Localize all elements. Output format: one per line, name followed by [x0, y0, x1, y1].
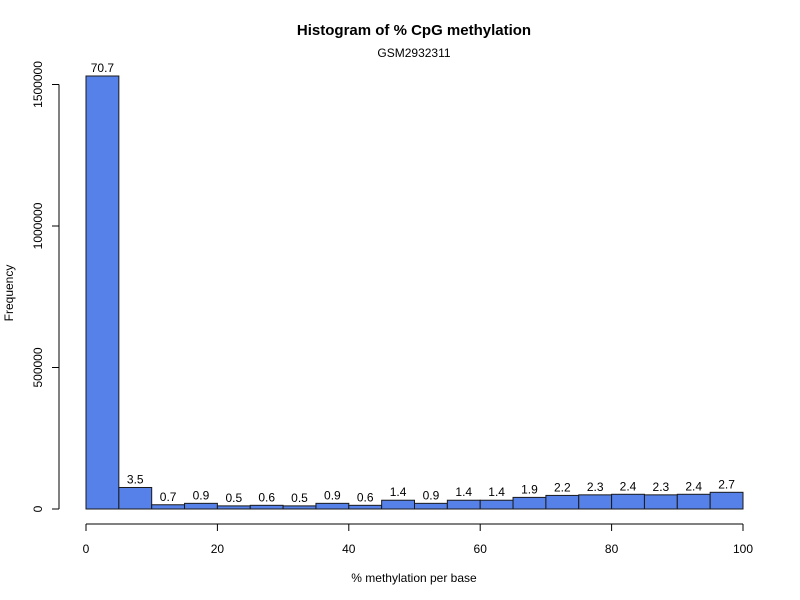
bar-value-label: 2.2: [554, 480, 571, 494]
bar-value-label: 1.4: [390, 485, 407, 499]
chart-title: Histogram of % CpG methylation: [297, 22, 531, 39]
histogram-bar: [709, 491, 744, 510]
x-tick-label: 60: [474, 542, 488, 556]
bars-group: [85, 75, 744, 510]
x-tick-label: 0: [83, 542, 90, 556]
y-tick-label: 0: [31, 505, 45, 512]
bar-value-label: 2.3: [653, 480, 670, 494]
histogram-bar: [512, 496, 547, 510]
histogram-bar: [479, 499, 514, 510]
histogram-bar: [611, 493, 645, 510]
bar-value-label: 0.6: [258, 490, 275, 504]
x-tick-label: 40: [342, 542, 356, 556]
x-tick-label: 80: [605, 542, 619, 556]
x-axis-label: % methylation per base: [351, 571, 477, 585]
bar-value-label: 70.7: [91, 61, 115, 75]
histogram-bar: [315, 502, 350, 510]
histogram-bar: [414, 502, 448, 510]
y-tick-label: 1500000: [31, 61, 45, 108]
bar-value-label: 1.4: [455, 485, 472, 499]
histogram-bar: [381, 499, 415, 510]
x-axis: 0 20 40 60 80 100: [83, 523, 753, 556]
x-tick-label: 100: [733, 542, 753, 556]
x-tick-label: 20: [211, 542, 225, 556]
bar-value-label: 2.3: [587, 480, 604, 494]
bar-value-label: 2.4: [685, 479, 702, 493]
bar-value-label: 0.5: [225, 491, 242, 505]
histogram-bar: [118, 486, 153, 510]
histogram-bar: [578, 494, 613, 510]
histogram-bar: [249, 504, 284, 510]
y-tick-label: 1000000: [31, 202, 45, 249]
bar-value-label: 2.7: [718, 477, 735, 491]
bar-value-label: 0.7: [160, 490, 177, 504]
histogram-bar: [151, 504, 186, 510]
bar-value-label: 0.6: [357, 490, 374, 504]
bar-value-label: 1.9: [521, 482, 538, 496]
y-axis-label: Frequency: [2, 265, 16, 322]
histogram-bar: [348, 504, 383, 510]
bar-value-label: 0.9: [324, 488, 341, 502]
histogram-bar: [643, 494, 678, 510]
bar-value-label: 2.4: [620, 479, 637, 493]
histogram-bar: [676, 493, 711, 510]
histogram-bar: [216, 505, 251, 510]
bar-value-label: 0.5: [291, 491, 308, 505]
histogram-bar: [545, 494, 580, 510]
histogram-bar: [282, 505, 317, 510]
bar-value-label: 0.9: [423, 488, 440, 502]
bar-value-label: 3.5: [127, 472, 144, 486]
chart-subtitle: GSM2932311: [377, 46, 450, 60]
y-tick-label: 500000: [31, 347, 45, 387]
histogram-bar: [184, 502, 218, 510]
histogram-bar: [446, 499, 481, 510]
bar-labels-group: 70.7 3.5 0.7 0.9 0.5 0.6 0.5 0.9 0.6 1.4 0.9 1.4 1.4…: [91, 61, 735, 505]
bar-value-label: 1.4: [488, 485, 505, 499]
bar-value-label: 0.9: [193, 488, 210, 502]
y-axis: 0 500000 1000000 1500000: [31, 61, 60, 512]
histogram-bar: [85, 75, 120, 510]
